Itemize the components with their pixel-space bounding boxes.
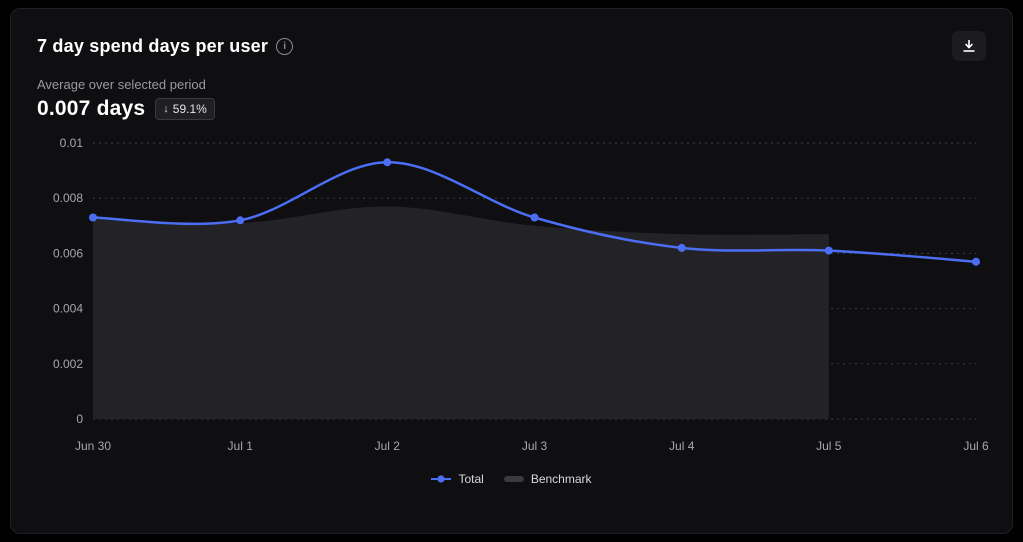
total-line-dot-icon <box>431 475 452 483</box>
line-chart-canvas[interactable]: 0 0.002 0.004 0.006 0.008 0.01 Jun 30 Jul 1 Jul … <box>37 133 989 463</box>
metric-card: 7 day spend days per user i Average over… <box>10 8 1013 534</box>
info-icon[interactable]: i <box>276 37 294 55</box>
svg-text:Jul 3: Jul 3 <box>522 439 548 453</box>
svg-text:Jul 5: Jul 5 <box>816 439 842 453</box>
chart[interactable]: 0 0.002 0.004 0.006 0.008 0.01 Jun 30 Jul 1 Jul … <box>37 133 989 468</box>
page-title: 7 day spend days per user <box>37 35 269 56</box>
svg-text:0.006: 0.006 <box>53 246 83 260</box>
change-badge: ↓ 59.1% <box>155 98 215 120</box>
subtitle: Average over selected period <box>37 77 206 92</box>
arrow-down-icon: ↓ <box>163 103 169 115</box>
card-header: 7 day spend days per user i <box>37 31 986 61</box>
metric-value: 0.007 days <box>37 97 146 120</box>
benchmark-swatch-icon <box>503 476 524 482</box>
svg-text:Jul 6: Jul 6 <box>963 439 988 453</box>
legend-label-total: Total <box>458 472 484 486</box>
svg-text:Jul 4: Jul 4 <box>669 439 695 453</box>
download-icon <box>963 40 975 52</box>
change-percent: 59.1% <box>172 102 207 116</box>
metric-row: 0.007 days ↓ 59.1% <box>37 97 986 121</box>
legend-item-total[interactable]: Total <box>431 472 484 486</box>
legend-item-benchmark[interactable]: Benchmark <box>503 472 592 486</box>
svg-text:Jun 30: Jun 30 <box>75 439 111 453</box>
legend-label-benchmark: Benchmark <box>530 472 592 486</box>
svg-text:Jul 2: Jul 2 <box>375 439 401 453</box>
download-button[interactable] <box>952 31 986 61</box>
svg-text:0.002: 0.002 <box>53 357 83 371</box>
svg-text:0: 0 <box>76 412 83 426</box>
svg-text:Jul 1: Jul 1 <box>228 439 254 453</box>
svg-text:0.004: 0.004 <box>53 302 83 316</box>
svg-text:0.008: 0.008 <box>53 191 83 205</box>
chart-legend: Total Benchmark <box>37 472 986 486</box>
svg-text:0.01: 0.01 <box>60 136 84 150</box>
